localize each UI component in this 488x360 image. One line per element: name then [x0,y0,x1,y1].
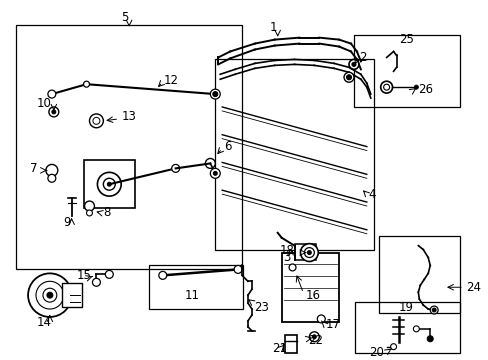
Circle shape [46,165,58,176]
Text: 4: 4 [368,188,376,201]
Text: 20: 20 [368,346,383,359]
Circle shape [312,335,316,339]
Text: 11: 11 [184,289,200,302]
Circle shape [28,273,72,317]
Circle shape [412,326,419,332]
Circle shape [48,174,56,182]
Circle shape [210,89,220,99]
Text: 3: 3 [283,251,290,264]
Text: 22: 22 [308,334,323,347]
Text: 24: 24 [465,281,480,294]
Text: 14: 14 [36,316,51,329]
Text: 25: 25 [398,33,413,46]
Circle shape [89,114,103,128]
Circle shape [103,178,115,190]
Bar [353,35,459,107]
Circle shape [92,278,100,286]
Circle shape [390,344,396,350]
Text: 21: 21 [271,342,286,355]
Text: 5: 5 [121,11,128,24]
Circle shape [212,92,217,96]
Bar [294,244,316,260]
Circle shape [210,168,220,178]
Text: 6: 6 [224,140,231,153]
Text: 26: 26 [417,83,432,96]
Text: 16: 16 [305,289,320,302]
Circle shape [309,332,319,342]
Circle shape [159,271,166,279]
Circle shape [93,117,100,124]
Circle shape [383,84,389,90]
Text: 1: 1 [269,21,277,34]
Circle shape [83,81,89,87]
Circle shape [84,201,94,211]
Circle shape [105,270,113,278]
Circle shape [380,81,392,93]
Text: 18: 18 [280,244,294,257]
Text: 15: 15 [77,269,91,282]
Text: 19: 19 [398,301,413,314]
Circle shape [49,107,59,117]
Circle shape [304,248,314,257]
Circle shape [47,292,53,298]
Bar [284,335,296,352]
Bar [61,283,81,307]
Circle shape [307,251,311,255]
Circle shape [431,308,435,312]
Bar [378,236,459,313]
Circle shape [288,264,295,271]
Bar [354,302,459,352]
Text: 9: 9 [63,216,70,229]
Bar [281,253,338,322]
Circle shape [413,85,417,89]
Circle shape [48,90,56,98]
Bar [149,265,243,309]
Circle shape [300,244,318,261]
Bar [83,161,135,208]
Circle shape [346,75,351,80]
Circle shape [344,72,353,82]
Circle shape [317,315,325,323]
Circle shape [427,336,432,342]
Circle shape [43,288,57,302]
Circle shape [52,110,56,114]
Text: 7: 7 [30,162,38,175]
Circle shape [234,265,242,273]
Circle shape [348,59,358,69]
Circle shape [205,158,215,168]
Circle shape [171,165,179,172]
Circle shape [351,62,355,66]
Text: 23: 23 [253,301,268,314]
Text: 17: 17 [325,318,340,332]
Text: 13: 13 [121,111,136,123]
Circle shape [36,281,63,309]
Bar [215,59,373,249]
Text: 10: 10 [37,96,52,109]
Circle shape [213,171,217,175]
Text: 8: 8 [103,206,110,220]
Text: 2: 2 [358,51,366,64]
Text: 12: 12 [163,74,179,87]
Circle shape [429,306,437,314]
Circle shape [97,172,121,196]
Bar [16,25,242,269]
Circle shape [86,210,92,216]
Circle shape [107,182,111,186]
